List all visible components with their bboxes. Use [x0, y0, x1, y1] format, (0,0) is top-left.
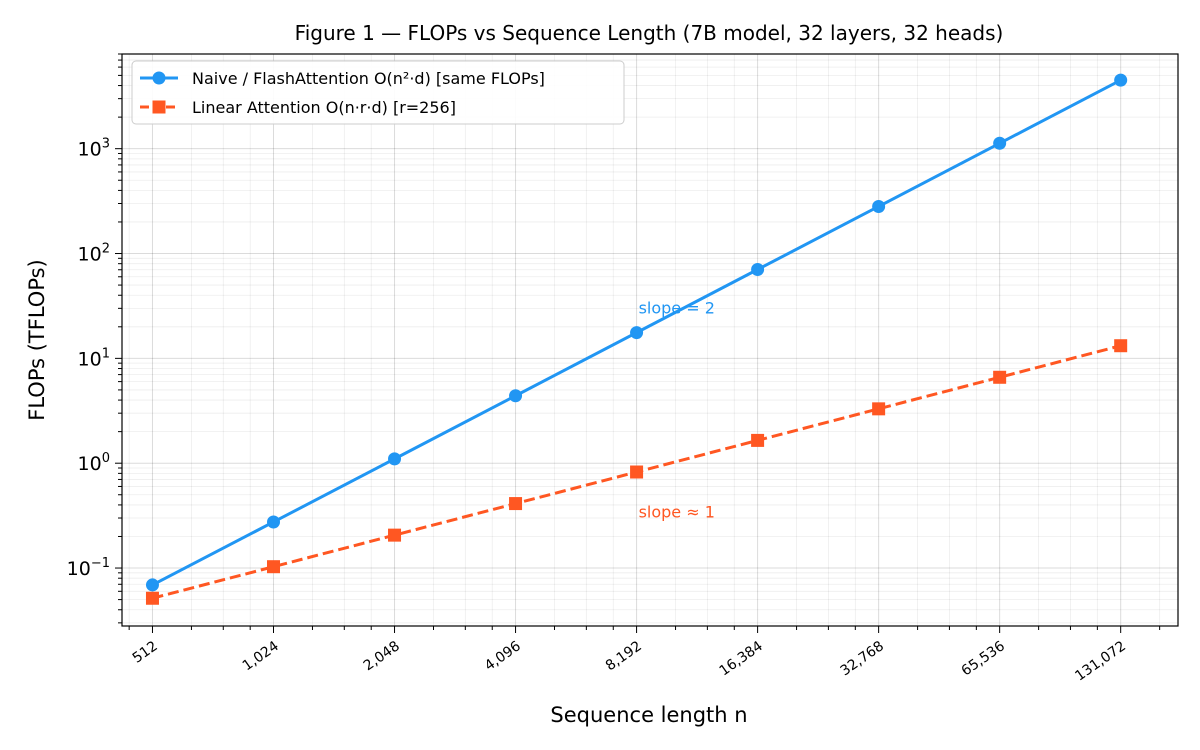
legend-marker: [152, 71, 166, 85]
x-tick-label: 8,192: [603, 638, 645, 674]
y-tick-label: 101: [78, 346, 110, 370]
y-axis-label: FLOPs (TFLOPs): [25, 259, 49, 420]
plot-frame: [121, 53, 1179, 627]
x-tick-label: 2,048: [361, 638, 403, 674]
data-point: [267, 560, 281, 574]
data-point: [872, 402, 886, 416]
y-tick-label: 100: [78, 451, 110, 475]
data-point: [509, 389, 523, 403]
data-point: [872, 199, 886, 213]
series-layer: [145, 73, 1128, 605]
x-tick-label: 16,384: [717, 638, 766, 679]
grid-lines: [122, 53, 1178, 626]
data-point: [509, 497, 523, 511]
data-point: [630, 465, 644, 479]
legend: Naive / FlashAttention O(n²·d) [same FLO…: [131, 60, 625, 125]
data-point: [1114, 73, 1128, 87]
x-tick-label: 65,536: [959, 638, 1008, 679]
x-tick-label: 32,768: [838, 638, 887, 679]
data-point: [145, 578, 159, 592]
x-tick-label: 512: [130, 638, 161, 666]
legend-marker: [152, 100, 166, 114]
data-point: [388, 528, 402, 542]
data-point: [1114, 339, 1128, 353]
x-tick-label: 131,072: [1072, 638, 1129, 684]
data-point: [388, 452, 402, 466]
legend-label: Linear Attention O(n·r·d) [r=256]: [192, 98, 456, 117]
x-axis-label: Sequence length n: [550, 703, 747, 727]
data-point: [993, 136, 1007, 150]
x-tick-label: 1,024: [240, 638, 282, 674]
data-point: [751, 433, 765, 447]
y-tick-label: 10−1: [67, 556, 110, 580]
data-point: [145, 591, 159, 605]
x-tick-label: 4,096: [482, 638, 524, 674]
y-tick-label: 102: [78, 242, 110, 266]
data-point: [267, 515, 281, 529]
data-point: [630, 326, 644, 340]
slope-annotation: slope = 2: [639, 298, 715, 317]
slope-annotation: slope ≈ 1: [639, 502, 715, 521]
data-point: [993, 370, 1007, 384]
annotations: slope = 2 slope ≈ 1: [639, 298, 715, 521]
data-point: [751, 263, 765, 277]
legend-box: [131, 60, 625, 125]
legend-label: Naive / FlashAttention O(n²·d) [same FLO…: [192, 69, 545, 88]
y-tick-label: 103: [78, 137, 110, 161]
chart-title: Figure 1 — FLOPs vs Sequence Length (7B …: [295, 21, 1004, 45]
